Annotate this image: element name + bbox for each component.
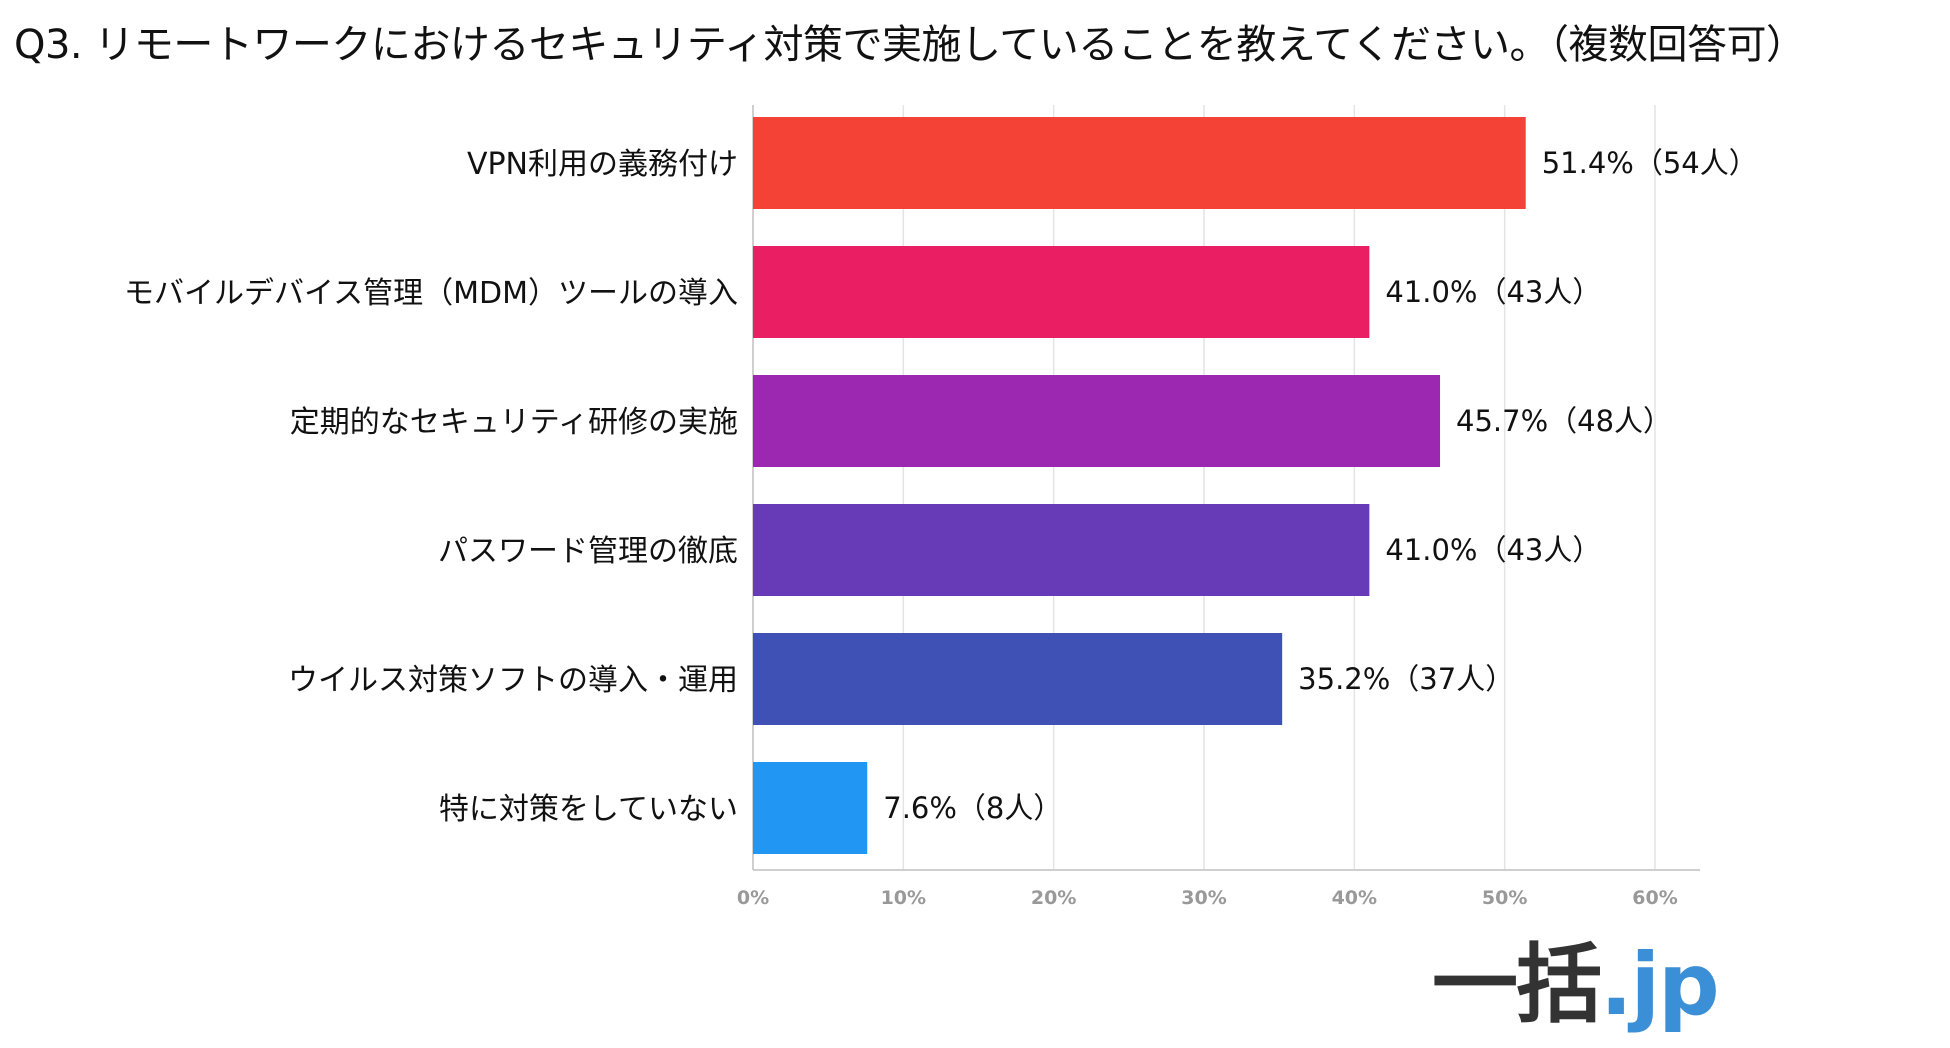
brand-logo: 一括.jp <box>1432 935 1720 1035</box>
data-label: 41.0%（43人） <box>1385 533 1601 567</box>
category-label: パスワード管理の徹底 <box>438 534 738 569</box>
category-label: モバイルデバイス管理（MDM）ツールの導入 <box>124 276 738 311</box>
chart-title: Q3. リモートワークにおけるセキュリティ対策で実施していることを教えてください… <box>14 22 1806 68</box>
category-label: 特に対策をしていない <box>439 792 738 827</box>
data-label: 35.2%（37人） <box>1298 662 1514 696</box>
gridlines <box>752 105 1700 871</box>
brand-logo-main: 一括 <box>1432 935 1602 1035</box>
labels: 0% 10% 20% 30% 40% 50% 60% VPN利用の義務付け 51.4%（54人）… <box>124 146 1758 909</box>
x-tick-label: 50% <box>1482 887 1527 909</box>
x-tick-label: 30% <box>1181 887 1226 909</box>
bars <box>753 117 1526 854</box>
category-label: ウイルス対策ソフトの導入・運用 <box>288 663 738 698</box>
bar <box>753 117 1526 209</box>
data-label: 41.0%（43人） <box>1385 275 1601 309</box>
bar <box>753 633 1283 725</box>
bar <box>753 504 1370 596</box>
bar <box>753 246 1370 338</box>
category-label: VPN利用の義務付け <box>467 147 738 182</box>
bar <box>753 375 1441 467</box>
x-tick-label: 10% <box>881 887 926 909</box>
x-tick-label: 40% <box>1332 887 1377 909</box>
brand-logo-accent: .jp <box>1600 935 1720 1035</box>
category-label: 定期的なセキュリティ研修の実施 <box>290 405 738 440</box>
bar <box>753 762 868 854</box>
x-tick-label: 0% <box>737 887 769 909</box>
data-label: 45.7%（48人） <box>1456 404 1672 438</box>
x-tick-label: 20% <box>1031 887 1076 909</box>
data-label: 51.4%（54人） <box>1542 146 1758 180</box>
x-tick-label: 60% <box>1632 887 1677 909</box>
data-label: 7.6%（8人） <box>883 791 1062 825</box>
